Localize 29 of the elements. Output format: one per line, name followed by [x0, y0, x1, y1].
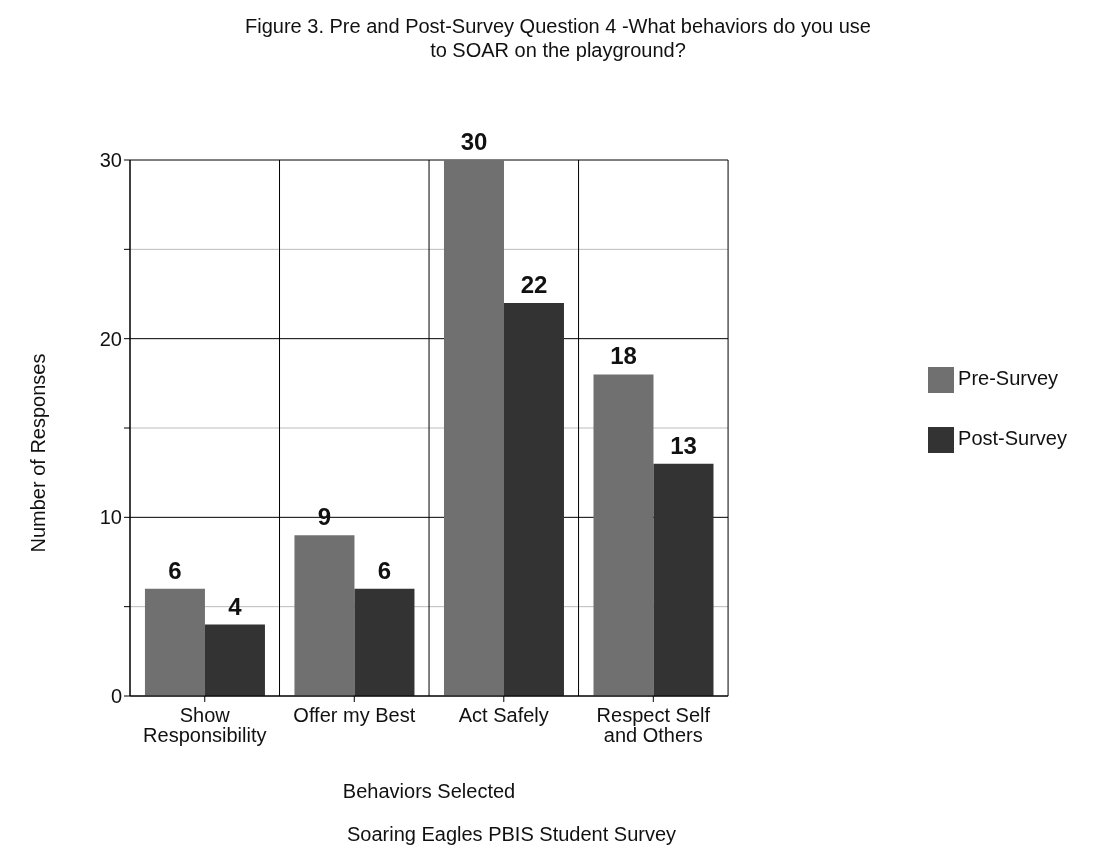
y-axis-title: Number of Responses [27, 352, 49, 555]
chart-title: Figure 3. Pre and Post-Survey Question 4 -What behaviors do you use to SOAR on the playground? [244, 14, 872, 62]
data-label: 30 [460, 128, 488, 155]
bar [294, 535, 355, 696]
y-tick-label: 20 [99, 327, 122, 350]
data-label: 4 [228, 592, 243, 620]
bar [443, 160, 504, 696]
bar [653, 463, 714, 696]
legend-label: Pre-Survey [958, 367, 1059, 389]
x-axis-title: Behaviors Selected [342, 780, 516, 802]
bar [204, 624, 265, 696]
bar [144, 588, 205, 696]
text: Soaring Eagles PBIS Student Survey [345, 823, 678, 846]
bar [503, 302, 564, 696]
data-label: 22 [520, 270, 548, 298]
data-label: 6 [377, 556, 392, 584]
x-tick-label: Offer my Best [293, 704, 416, 727]
y-tick-label: 0 [110, 685, 122, 708]
x-tick-label: Act Safely [458, 704, 549, 727]
bar [593, 374, 654, 696]
legend-label: Post-Survey [958, 427, 1067, 449]
y-tick-label: 10 [99, 506, 122, 529]
x-tick-label: Respect Self and Others [596, 704, 711, 747]
x-tick-label: Show Responsibility [143, 704, 267, 747]
bar [354, 588, 415, 696]
data-label: 6 [168, 556, 182, 584]
data-label: 13 [670, 431, 697, 459]
y-tick-label: 30 [99, 149, 122, 172]
data-label: 18 [610, 342, 637, 370]
